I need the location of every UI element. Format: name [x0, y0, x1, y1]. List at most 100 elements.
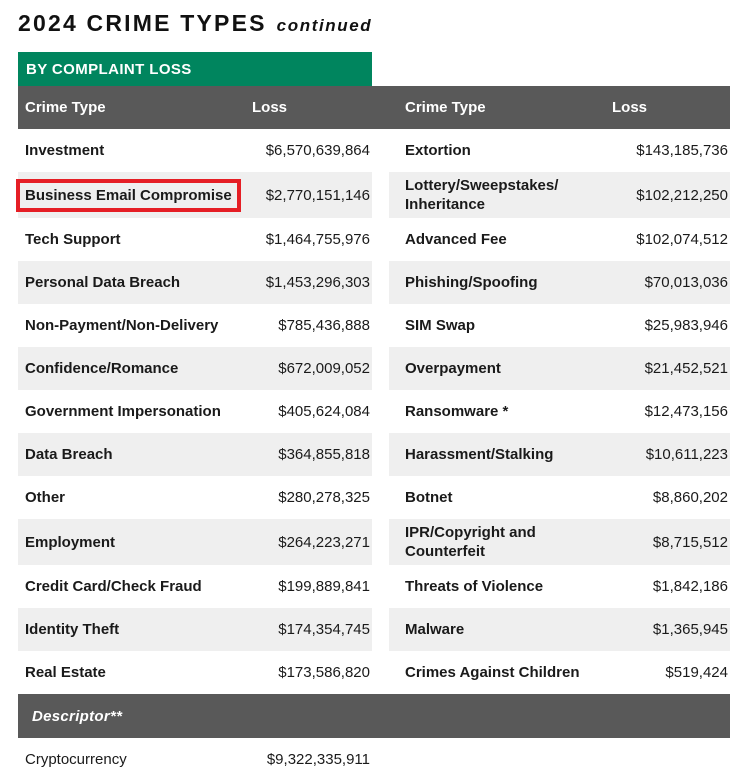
loss-value-cell: $2,770,151,146	[265, 186, 370, 204]
crime-type-cell: Lottery/Sweepstakes/ Inheritance	[405, 177, 559, 213]
table-row: Real Estate $173,586,820 Crimes Against …	[18, 651, 730, 694]
crime-type-cell: Real Estate	[25, 664, 106, 681]
loss-value-cell: $102,212,250	[636, 186, 728, 204]
loss-value-cell: $173,586,820	[278, 664, 370, 681]
loss-value-cell: $10,611,223	[645, 446, 728, 463]
crime-type-cell: Phishing/Spoofing	[405, 274, 538, 291]
highlight-box-red: Business Email Compromise	[16, 178, 241, 212]
table-row: Non-Payment/Non-Delivery $785,436,888 SI…	[18, 304, 730, 347]
loss-value-cell: $1,453,296,303	[265, 274, 370, 291]
crime-type-cell: Confidence/Romance	[25, 360, 179, 377]
crime-type-cell: Data Breach	[25, 446, 113, 463]
loss-value-cell: $280,278,325	[278, 489, 370, 506]
table-row: Personal Data Breach $1,453,296,303 Phis…	[18, 261, 730, 304]
crime-type-cell: Malware	[405, 621, 465, 638]
column-gap	[372, 218, 389, 261]
column-header-crime-type-right: Crime Type	[405, 99, 486, 116]
crime-type-cell: Overpayment	[405, 360, 501, 377]
loss-value-cell: $174,354,745	[278, 621, 370, 638]
loss-value-cell: $199,889,841	[278, 578, 370, 595]
descriptor-section-header: Descriptor**	[18, 694, 730, 738]
table-row-left: Data Breach $364,855,818	[18, 433, 372, 476]
table-row: Employment $264,223,271 IPR/Copyright an…	[18, 519, 730, 565]
crime-type-cell: Threats of Violence	[405, 578, 544, 595]
section-header-by-complaint-loss: BY COMPLAINT LOSS	[18, 52, 372, 86]
column-gap	[372, 390, 389, 433]
table-row: Other $280,278,325 Botnet $8,860,202	[18, 476, 730, 519]
page-title-text: 2024 CRIME TYPES	[18, 10, 267, 36]
table-row-right: Threats of Violence $1,842,186	[389, 565, 730, 608]
loss-value-cell: $12,473,156	[644, 403, 728, 420]
crime-type-cell: Government Impersonation	[25, 403, 221, 420]
table-row-right: Harassment/Stalking $10,611,223	[389, 433, 730, 476]
table-row: Cryptocurrency $9,322,335,911	[18, 738, 730, 781]
loss-value-cell: $1,464,755,976	[265, 231, 370, 248]
table-row-left: Business Email Compromise $2,770,151,146	[16, 172, 372, 218]
descriptor-body: Cryptocurrency $9,322,335,911	[18, 738, 730, 781]
table-row-left: Credit Card/Check Fraud $199,889,841	[18, 565, 372, 608]
column-header-loss-right: Loss	[612, 99, 648, 116]
table-row-right: Crimes Against Children $519,424	[389, 651, 730, 694]
table-row-right	[389, 738, 730, 781]
crime-type-cell: Harassment/Stalking	[405, 446, 554, 463]
table-row-left: Confidence/Romance $672,009,052	[18, 347, 372, 390]
table-row-right: Advanced Fee $102,074,512	[389, 218, 730, 261]
crime-type-cell: IPR/Copyright and Counterfeit	[405, 524, 536, 560]
table-row: Government Impersonation $405,624,084 Ra…	[18, 390, 730, 433]
column-gap	[372, 476, 389, 519]
loss-value-cell: $70,013,036	[644, 274, 728, 291]
crime-type-cell: Investment	[25, 142, 105, 159]
table-row-right: Phishing/Spoofing $70,013,036	[389, 261, 730, 304]
column-gap	[372, 304, 389, 347]
loss-value-cell: $25,983,946	[644, 317, 728, 334]
descriptor-label: Descriptor**	[32, 707, 123, 725]
column-gap	[372, 172, 389, 218]
page-title-continued: continued	[276, 16, 373, 35]
table-row-left: Cryptocurrency $9,322,335,911	[18, 738, 372, 781]
loss-value-cell: $21,452,521	[644, 360, 728, 377]
crime-type-cell: Tech Support	[25, 231, 121, 248]
table-row-right: Botnet $8,860,202	[389, 476, 730, 519]
column-header-loss-left: Loss	[252, 99, 288, 116]
loss-value-cell: $264,223,271	[278, 533, 370, 551]
loss-value-cell: $8,715,512	[652, 533, 728, 551]
crime-type-cell: Identity Theft	[25, 621, 120, 638]
column-gap	[372, 519, 389, 565]
crime-type-cell: Credit Card/Check Fraud	[25, 578, 202, 595]
loss-value-cell: $102,074,512	[636, 231, 728, 248]
table-row-right: SIM Swap $25,983,946	[389, 304, 730, 347]
table-row: Identity Theft $174,354,745 Malware $1,3…	[18, 608, 730, 651]
table-row-left: Identity Theft $174,354,745	[18, 608, 372, 651]
crime-type-cell: Botnet	[405, 489, 453, 506]
loss-value-cell: $6,570,639,864	[265, 142, 370, 159]
column-gap	[372, 347, 389, 390]
table-row-right: Malware $1,365,945	[389, 608, 730, 651]
crime-type-cell: Cryptocurrency	[25, 751, 127, 768]
crime-type-cell: Extortion	[405, 142, 471, 159]
loss-value-cell: $8,860,202	[652, 489, 728, 506]
page-title: 2024 CRIME TYPES continued	[18, 10, 730, 40]
loss-value-cell: $785,436,888	[278, 317, 370, 334]
table-header-right: Crime Type Loss	[389, 86, 730, 129]
table-row-right: Ransomware * $12,473,156	[389, 390, 730, 433]
column-gap	[372, 608, 389, 651]
table-header-row: Crime Type Loss Crime Type Loss	[18, 86, 730, 129]
table-row-left: Employment $264,223,271	[18, 519, 372, 565]
column-gap	[372, 86, 389, 129]
crime-type-cell: Crimes Against Children	[405, 664, 580, 681]
table-row-right: Lottery/Sweepstakes/ Inheritance $102,21…	[389, 172, 730, 218]
table-row: Data Breach $364,855,818 Harassment/Stal…	[18, 433, 730, 476]
column-gap	[372, 738, 389, 781]
table-header-left: Crime Type Loss	[18, 86, 372, 129]
table-row-right: Extortion $143,185,736	[389, 129, 730, 172]
crime-type-cell: Personal Data Breach	[25, 274, 181, 291]
loss-value-cell: $672,009,052	[278, 360, 370, 377]
column-header-crime-type-left: Crime Type	[25, 99, 106, 116]
table-row-left: Investment $6,570,639,864	[18, 129, 372, 172]
table-row-left: Real Estate $173,586,820	[18, 651, 372, 694]
table-row: Tech Support $1,464,755,976 Advanced Fee…	[18, 218, 730, 261]
column-gap	[372, 433, 389, 476]
column-gap	[372, 651, 389, 694]
table-row-left: Other $280,278,325	[18, 476, 372, 519]
